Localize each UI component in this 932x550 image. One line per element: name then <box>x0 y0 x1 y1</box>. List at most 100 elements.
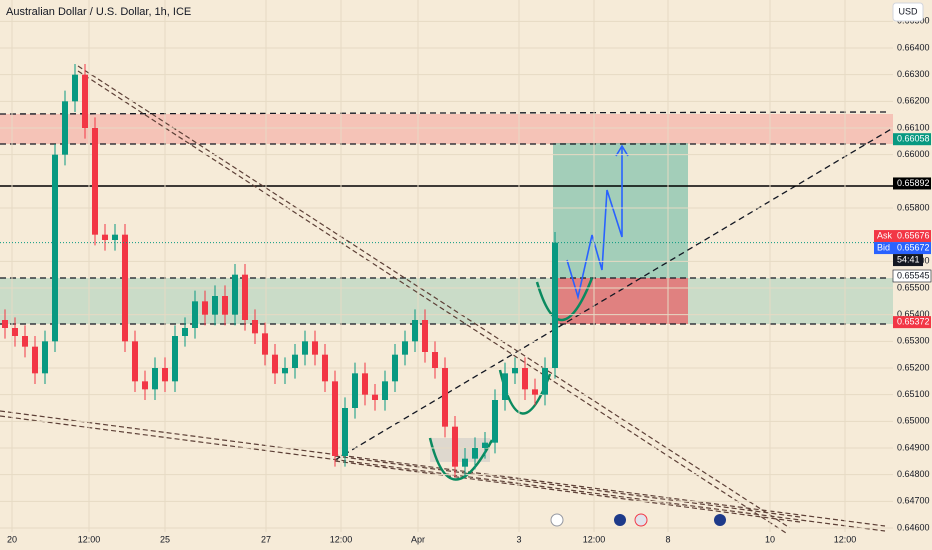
candle-body <box>172 336 178 382</box>
candle-body <box>392 354 398 382</box>
quote-price: 0.65672 <box>897 242 930 252</box>
candle-body <box>512 368 518 374</box>
quote-tag: Ask <box>877 230 893 240</box>
level-lines <box>0 111 894 461</box>
y-tick-label: 0.66300 <box>897 69 930 79</box>
target-zone <box>553 143 688 278</box>
candle-body <box>42 341 48 374</box>
y-tick-label: 0.65500 <box>897 282 930 292</box>
y-tick-label: 0.65400 <box>897 309 930 319</box>
candle-body <box>82 74 88 128</box>
x-tick-label: 27 <box>261 534 271 544</box>
quote-price: 0.65676 <box>897 230 930 240</box>
candle-body <box>122 234 128 342</box>
candle-body <box>242 274 248 320</box>
projection <box>566 144 629 301</box>
y-tick-label: 0.64800 <box>897 469 930 479</box>
quote-box <box>874 242 931 255</box>
candle-body <box>382 381 388 400</box>
x-tick-label: 10 <box>765 534 775 544</box>
price-label-box <box>893 133 931 146</box>
x-tick-label: 12:00 <box>583 534 606 544</box>
candle-body <box>352 373 358 408</box>
event-icon[interactable] <box>634 513 648 527</box>
candle-body <box>332 381 338 456</box>
price-label: 0.66058 <box>897 134 930 144</box>
candle-body <box>92 128 98 235</box>
y-tick-label: 0.66200 <box>897 96 930 106</box>
y-tick-label: 0.66000 <box>897 149 930 159</box>
x-tick-label: 12:00 <box>78 534 101 544</box>
candle-body <box>462 458 468 467</box>
pattern-box <box>430 438 490 462</box>
candle-body <box>412 320 418 342</box>
currency-label[interactable]: USD <box>898 6 918 16</box>
candle-body <box>302 341 308 355</box>
candle-body <box>2 320 8 328</box>
candle-body <box>482 442 488 448</box>
y-tick-label: 0.66100 <box>897 122 930 132</box>
candle-body <box>372 394 378 400</box>
x-tick-label: 25 <box>160 534 170 544</box>
y-tick-label: 0.64900 <box>897 442 930 452</box>
candle-body <box>542 368 548 395</box>
countdown: 54:41 <box>897 254 920 264</box>
price-label-box <box>893 316 931 329</box>
candle-body <box>142 381 148 390</box>
y-tick-label: 0.65800 <box>897 202 930 212</box>
candle-body <box>362 373 368 395</box>
candle-body <box>472 448 478 459</box>
chart-title: Australian Dollar / U.S. Dollar, 1h, ICE <box>6 6 191 18</box>
candle-body <box>112 234 118 240</box>
price-label: 0.65545 <box>897 270 930 280</box>
candle-body <box>342 408 348 456</box>
x-tick-label: 3 <box>516 534 521 544</box>
candles <box>0 64 893 478</box>
candle-body <box>192 301 198 328</box>
candle-body <box>432 352 438 368</box>
candle-body <box>62 101 68 155</box>
y-tick-label: 0.66400 <box>897 42 930 52</box>
candle-body <box>202 301 208 315</box>
event-icon[interactable] <box>714 514 726 526</box>
x-tick-label: 12:00 <box>330 534 353 544</box>
resistance-zone <box>0 114 893 144</box>
y-tick-label: 0.65300 <box>897 336 930 346</box>
y-tick-label: 0.65100 <box>897 389 930 399</box>
candle-body <box>232 274 238 315</box>
candle-body <box>322 354 328 382</box>
price-label: 0.65372 <box>897 317 930 327</box>
x-tick-label: 12:00 <box>834 534 857 544</box>
candle-body <box>132 341 138 382</box>
price-label-box <box>893 177 931 190</box>
candle-body <box>72 74 78 102</box>
price-label-box <box>892 269 932 283</box>
y-tick-label: 0.64600 <box>897 522 930 532</box>
candle-body <box>312 341 318 355</box>
candle-body <box>272 354 278 374</box>
candle-body <box>292 354 298 368</box>
candle-body <box>402 341 408 355</box>
candle-body <box>152 368 158 390</box>
candle-body <box>422 320 428 352</box>
price-label: 0.65892 <box>897 178 930 188</box>
candle-body <box>162 368 168 382</box>
candle-body <box>442 368 448 427</box>
candle-body <box>22 336 28 347</box>
event-icon[interactable] <box>614 514 626 526</box>
event-icon[interactable] <box>550 513 564 527</box>
quote-tag: Bid <box>877 242 890 252</box>
candle-body <box>12 328 18 336</box>
currency-button[interactable] <box>892 2 924 22</box>
support-zone <box>0 278 893 324</box>
candle-body <box>532 389 538 395</box>
x-tick-label: Apr <box>411 534 425 544</box>
candle-body <box>522 368 528 390</box>
candle-body <box>222 296 228 315</box>
candle-body <box>492 400 498 443</box>
y-tick-label: 0.65200 <box>897 362 930 372</box>
drawings <box>0 65 894 534</box>
y-tick-label: 0.65000 <box>897 416 930 426</box>
candle-body <box>452 426 458 467</box>
